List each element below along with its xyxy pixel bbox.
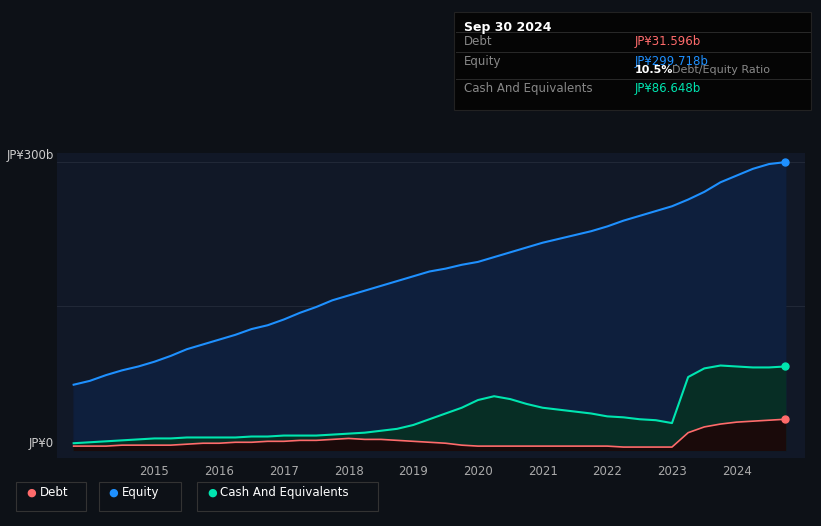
Point — [778, 415, 791, 423]
Text: Debt: Debt — [39, 487, 68, 499]
Text: Equity: Equity — [464, 55, 502, 68]
Point — [778, 158, 791, 166]
Text: JP¥300b: JP¥300b — [7, 149, 53, 162]
Text: JP¥299.718b: JP¥299.718b — [635, 55, 709, 68]
Text: JP¥31.596b: JP¥31.596b — [635, 35, 701, 48]
Text: Cash And Equivalents: Cash And Equivalents — [220, 487, 349, 499]
Text: ●: ● — [108, 488, 118, 498]
Text: ●: ● — [207, 488, 217, 498]
Text: Debt/Equity Ratio: Debt/Equity Ratio — [672, 65, 770, 75]
Text: Sep 30 2024: Sep 30 2024 — [464, 21, 552, 34]
Text: Equity: Equity — [122, 487, 159, 499]
Text: 10.5%: 10.5% — [635, 65, 673, 75]
Text: Cash And Equivalents: Cash And Equivalents — [464, 82, 593, 95]
Text: JP¥0: JP¥0 — [29, 437, 53, 450]
Point — [778, 362, 791, 371]
Text: ●: ● — [26, 488, 36, 498]
Text: JP¥86.648b: JP¥86.648b — [635, 82, 701, 95]
Text: Debt: Debt — [464, 35, 493, 48]
